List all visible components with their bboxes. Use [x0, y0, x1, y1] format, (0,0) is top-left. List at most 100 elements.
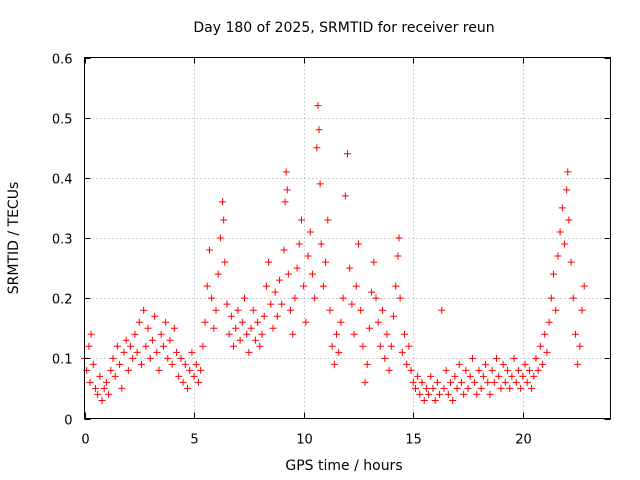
x-tick-label: 5: [190, 433, 198, 448]
x-axis-label: GPS time / hours: [285, 458, 402, 474]
data-point: [314, 102, 322, 110]
data-point: [552, 306, 560, 314]
data-point: [468, 354, 476, 362]
data-point: [530, 372, 538, 380]
data-point: [486, 390, 494, 398]
data-point: [403, 360, 411, 368]
data-point: [385, 366, 393, 374]
data-point: [96, 372, 104, 380]
data-point: [344, 150, 351, 158]
data-point: [210, 324, 218, 332]
data-point: [547, 294, 555, 302]
data-point: [405, 342, 413, 350]
data-point: [322, 258, 330, 266]
data-point: [91, 384, 99, 392]
y-axis-label: SRMTID / TECUs: [6, 182, 22, 295]
data-point: [550, 270, 558, 278]
data-point: [326, 306, 334, 314]
data-point: [503, 366, 511, 374]
data-point: [234, 306, 242, 314]
data-point: [372, 294, 380, 302]
data-point: [471, 378, 479, 386]
data-point: [205, 246, 213, 254]
data-point: [304, 252, 312, 260]
data-point: [508, 372, 516, 380]
data-point: [477, 384, 485, 392]
data-point: [203, 282, 211, 290]
data-point: [319, 282, 327, 290]
data-point: [392, 282, 400, 290]
data-point: [335, 348, 343, 356]
data-point: [162, 318, 170, 326]
data-point: [142, 342, 150, 350]
data-point: [381, 354, 389, 362]
data-point: [278, 300, 286, 308]
data-point: [186, 366, 194, 374]
data-point: [521, 360, 529, 368]
data-point: [466, 372, 474, 380]
data-point: [354, 240, 362, 248]
data-point: [127, 342, 135, 350]
data-point: [293, 264, 301, 272]
data-point: [484, 378, 492, 386]
data-point: [118, 384, 126, 392]
data-point: [86, 378, 94, 386]
data-point: [395, 234, 403, 242]
data-point: [100, 384, 108, 392]
data-point: [265, 258, 273, 266]
x-tick-label: 0: [81, 433, 89, 448]
data-point: [387, 342, 395, 350]
data-point: [281, 198, 289, 206]
data-point: [129, 354, 137, 362]
data-point: [173, 348, 181, 356]
data-point: [473, 390, 481, 398]
data-point: [374, 318, 382, 326]
data-point: [102, 378, 110, 386]
data-point: [390, 312, 398, 320]
data-point: [240, 294, 248, 302]
data-point: [400, 330, 408, 338]
data-point: [433, 378, 441, 386]
data-point: [216, 234, 224, 242]
y-tick-label: 0.1: [52, 353, 73, 368]
data-point: [289, 330, 297, 338]
data-point: [122, 336, 130, 344]
data-point: [135, 318, 143, 326]
y-tick-label: 0.3: [52, 233, 73, 248]
data-point: [313, 144, 321, 152]
data-point: [517, 384, 525, 392]
data-point: [514, 366, 522, 374]
data-point: [175, 372, 183, 380]
data-point: [462, 366, 470, 374]
data-point: [536, 342, 544, 350]
data-point: [556, 228, 564, 236]
data-point: [420, 396, 428, 404]
data-point: [475, 366, 483, 374]
data-point: [427, 372, 435, 380]
data-point: [151, 312, 159, 320]
data-point: [148, 336, 156, 344]
data-point: [512, 378, 520, 386]
data-point: [425, 390, 433, 398]
data-point: [431, 396, 439, 404]
data-point: [341, 192, 349, 200]
data-point: [376, 342, 384, 350]
data-point: [227, 312, 235, 320]
y-tick-label: 0.2: [52, 293, 73, 308]
grid-layer: [84, 57, 611, 419]
data-point: [225, 330, 233, 338]
data-point: [295, 240, 303, 248]
data-point: [565, 216, 573, 224]
data-point: [87, 330, 95, 338]
data-point: [564, 168, 572, 176]
data-point: [447, 378, 455, 386]
data-point: [365, 324, 373, 332]
data-point: [190, 372, 198, 380]
y-tick-label: 0.5: [52, 113, 73, 128]
data-point: [330, 360, 338, 368]
data-point: [429, 384, 437, 392]
data-point: [348, 300, 356, 308]
data-point: [539, 360, 547, 368]
